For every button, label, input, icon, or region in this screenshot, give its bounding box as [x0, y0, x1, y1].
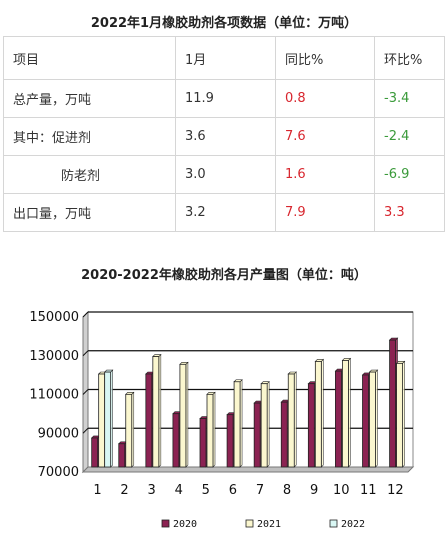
bar — [389, 339, 396, 468]
x-tick-label: 7 — [256, 483, 264, 498]
bar — [233, 381, 241, 468]
cell-mom: -2.4 — [374, 117, 445, 156]
bar — [369, 371, 376, 468]
x-tick-label: 2 — [120, 483, 128, 498]
legend-swatch — [329, 519, 338, 528]
table-row: 防老剂 3.0 1.6 -6.9 — [3, 155, 445, 194]
bar — [118, 443, 126, 468]
x-tick-label: 12 — [387, 483, 404, 498]
table-row: 其中：促进剂 3.6 7.6 -2.4 — [3, 117, 445, 156]
gridline-depth — [82, 350, 89, 357]
cell-item: 其中：促进剂 — [3, 117, 176, 156]
gridline-depth — [82, 427, 89, 434]
x-tick-label: 3 — [148, 483, 156, 498]
header-mom: 环比% — [374, 36, 445, 80]
bar — [280, 401, 288, 468]
bar — [342, 360, 349, 468]
cell-yoy: 7.9 — [275, 193, 375, 232]
chart-title: 2020-2022年橡胶助剂各月产量图（单位：吨） — [81, 268, 367, 283]
cell-month: 11.9 — [175, 79, 276, 118]
bar — [314, 361, 322, 468]
bar — [396, 362, 403, 468]
x-tick-label: 9 — [310, 483, 318, 498]
bar — [287, 373, 295, 468]
bar — [104, 371, 112, 468]
cell-item: 总产量，万吨 — [3, 79, 176, 118]
x-tick-label: 4 — [175, 483, 183, 498]
cell-month: 3.0 — [175, 155, 276, 194]
bar — [206, 393, 214, 468]
bar — [253, 402, 261, 468]
bar — [152, 356, 160, 468]
cell-item: 防老剂 — [3, 155, 176, 194]
y-tick-label: 110000 — [29, 388, 79, 403]
bar — [91, 437, 99, 468]
bar — [307, 383, 315, 468]
gridline-depth — [82, 311, 89, 318]
header-month: 1月 — [175, 36, 276, 80]
x-tick-label: 5 — [202, 483, 210, 498]
cell-yoy: 7.6 — [275, 117, 375, 156]
stats-table: 项目 1月 同比% 环比% 总产量，万吨 11.9 0.8 -3.4 其中：促进… — [3, 36, 445, 232]
cell-month: 3.6 — [175, 117, 276, 156]
x-tick-label: 6 — [229, 483, 237, 498]
header-item: 项目 — [3, 36, 176, 80]
cell-yoy: 1.6 — [275, 155, 375, 194]
floor — [81, 466, 415, 473]
x-tick-label: 1 — [93, 483, 101, 498]
bar — [335, 370, 342, 468]
cell-mom: 3.3 — [374, 193, 445, 232]
bar — [172, 413, 180, 468]
x-tick-label: 11 — [360, 483, 377, 498]
legend-swatch — [161, 519, 170, 528]
bar — [260, 383, 268, 468]
cell-mom: -3.4 — [374, 79, 445, 118]
table-header-row: 项目 1月 同比% 环比% — [3, 36, 445, 80]
bar — [145, 373, 153, 468]
legend-label: 2020 — [173, 519, 197, 530]
gridline-depth — [82, 389, 89, 395]
bar — [199, 418, 207, 468]
x-tick-label: 8 — [283, 483, 291, 498]
bar — [226, 414, 234, 468]
y-tick-label: 90000 — [38, 426, 79, 441]
x-tick-label: 10 — [333, 483, 350, 498]
y-tick-label: 150000 — [29, 310, 79, 325]
bar — [125, 393, 133, 468]
cell-mom: -6.9 — [374, 155, 445, 194]
legend-label: 2021 — [257, 519, 281, 530]
header-yoy: 同比% — [275, 36, 375, 80]
bar — [179, 363, 187, 468]
bar — [362, 374, 369, 468]
legend-swatch — [245, 519, 254, 528]
table-title: 2022年1月橡胶助剂各项数据（单位：万吨） — [90, 16, 358, 31]
cell-item: 出口量，万吨 — [3, 193, 176, 232]
y-tick-label: 70000 — [38, 465, 79, 480]
legend-label: 2022 — [341, 519, 365, 530]
table-row: 出口量，万吨 3.2 7.9 3.3 — [3, 193, 445, 232]
table-row: 总产量，万吨 11.9 0.8 -3.4 — [3, 79, 445, 118]
cell-yoy: 0.8 — [275, 79, 375, 118]
cell-month: 3.2 — [175, 193, 276, 232]
bar — [98, 373, 106, 468]
y-tick-label: 130000 — [29, 349, 79, 364]
